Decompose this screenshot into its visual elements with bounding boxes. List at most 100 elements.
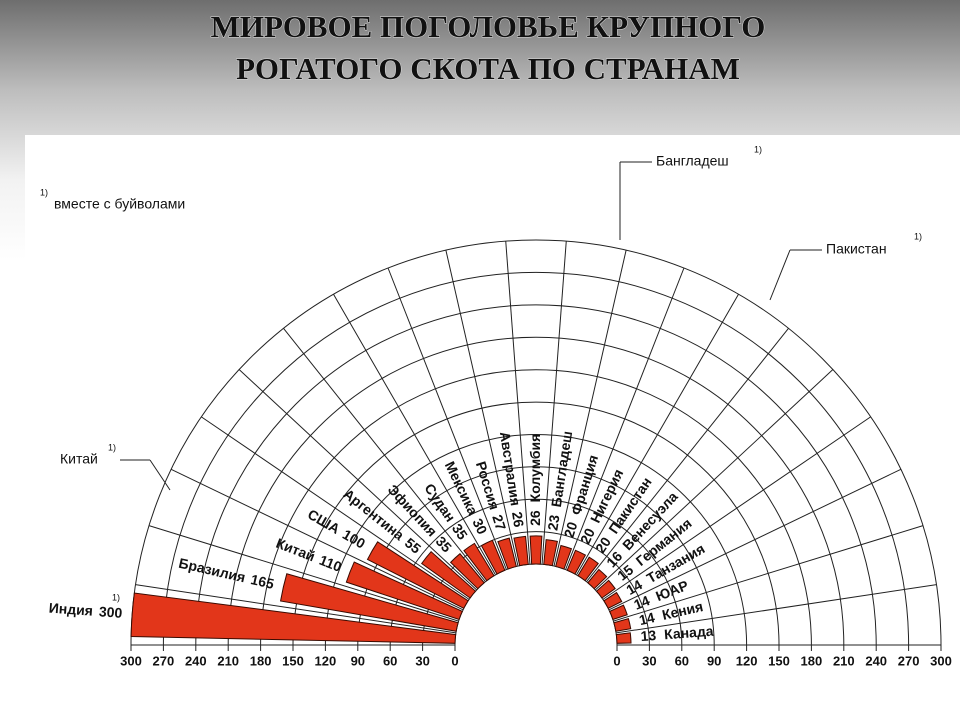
bar: [609, 604, 628, 621]
bar: [587, 568, 608, 590]
grid-spoke: [387, 267, 507, 570]
bar: [449, 552, 485, 590]
bar-label: 13 Канада: [640, 622, 714, 643]
bar-label: Индия 300: [48, 599, 123, 620]
tick-label: 90: [707, 653, 721, 668]
value-label: 300: [98, 603, 123, 621]
footnote: вместе с буйволами: [54, 196, 185, 212]
value-label: 14: [623, 576, 645, 598]
footnote-marker: 1): [914, 231, 922, 241]
grid-spoke: [505, 241, 531, 565]
tick-label: 270: [898, 653, 920, 668]
bar: [366, 541, 469, 610]
tick-label: 240: [865, 653, 887, 668]
tick-label: 210: [217, 653, 239, 668]
grid-spoke: [616, 584, 937, 634]
bar: [345, 561, 463, 621]
value-label: 20: [560, 520, 580, 540]
callout: Пакистан: [826, 241, 887, 257]
tick-label: 300: [120, 653, 142, 668]
bar: [480, 539, 506, 575]
value-label: 26: [509, 510, 527, 528]
grid-spoke: [238, 369, 477, 591]
tick-label: 150: [768, 653, 790, 668]
grid-spoke: [148, 525, 459, 622]
category-label: Канада: [664, 622, 715, 642]
grid-spoke: [170, 468, 464, 611]
bar: [566, 549, 587, 575]
grid-arc: [292, 401, 780, 646]
tick-label: 180: [250, 653, 272, 668]
category-label: Индия: [48, 599, 93, 618]
panel: [25, 135, 960, 688]
bar: [613, 617, 632, 632]
value-label: 20: [592, 534, 614, 556]
grid-arc: [324, 433, 748, 646]
bar: [543, 539, 558, 567]
grid-spoke: [586, 328, 789, 582]
leader: [769, 249, 791, 301]
bar: [497, 537, 517, 570]
tick-label: 300: [930, 653, 952, 668]
bar: [463, 542, 495, 582]
tick-label: 270: [153, 653, 175, 668]
grid-spoke: [576, 294, 739, 576]
grid-spoke: [333, 294, 496, 576]
tick-label: 0: [451, 653, 458, 668]
grid-arc: [260, 369, 812, 646]
grid-arc: [195, 304, 877, 646]
tick-label: 30: [415, 653, 429, 668]
bar: [513, 535, 529, 567]
value-label: 30: [470, 516, 491, 537]
grid-spoke: [135, 584, 456, 634]
tick-label: 180: [801, 653, 823, 668]
chart-title: МИРОВОЕ ПОГОЛОВЬЕ КРУПНОГО: [211, 9, 766, 44]
grid-spoke: [283, 328, 486, 582]
leader: [149, 459, 171, 491]
value-label: 14: [637, 609, 656, 628]
tick-label: 150: [282, 653, 304, 668]
grid-spoke: [445, 250, 519, 567]
bar: [577, 556, 599, 582]
grid-arc: [162, 271, 910, 646]
bar: [555, 544, 573, 570]
bar: [529, 535, 543, 565]
bar: [279, 573, 459, 632]
bar: [420, 550, 477, 599]
category-label: Колумбия: [527, 434, 543, 503]
value-label: 13: [640, 627, 657, 644]
footnote-marker: 1): [40, 187, 48, 197]
value-label: 14: [631, 592, 652, 613]
value-label: 23: [544, 513, 562, 531]
value-label: 35: [449, 520, 471, 542]
tick-label: 30: [642, 653, 656, 668]
grid-spoke: [595, 369, 834, 591]
bar-label: 26 Колумбия: [527, 434, 543, 526]
tick-label: 240: [185, 653, 207, 668]
notes: 1) вместе с буйволами Бангладеш 1) Пакис…: [40, 144, 922, 602]
value-label: 110: [317, 551, 344, 574]
tick-label: 120: [736, 653, 758, 668]
tick-label: 90: [351, 653, 365, 668]
grid-spoke: [565, 267, 685, 570]
bar: [130, 592, 457, 644]
grid-spoke: [613, 525, 924, 622]
grid-spoke: [602, 416, 871, 600]
grid-spoke: [608, 468, 902, 611]
footnote-marker: 1): [108, 442, 116, 452]
value-label: 26: [527, 510, 543, 526]
grid-arc: [227, 336, 845, 646]
tick-label: 210: [833, 653, 855, 668]
tick-label: 60: [383, 653, 397, 668]
callout: Китай: [60, 451, 98, 467]
chart-title: РОГАТОГО СКОТА ПО СТРАНАМ: [236, 51, 740, 86]
bar: [595, 579, 616, 599]
bars: [130, 535, 632, 644]
value-label: 165: [249, 571, 276, 592]
bar: [615, 632, 632, 644]
grid-spoke: [541, 241, 567, 565]
grid-arc: [130, 239, 942, 646]
grid-spoke: [553, 250, 627, 567]
